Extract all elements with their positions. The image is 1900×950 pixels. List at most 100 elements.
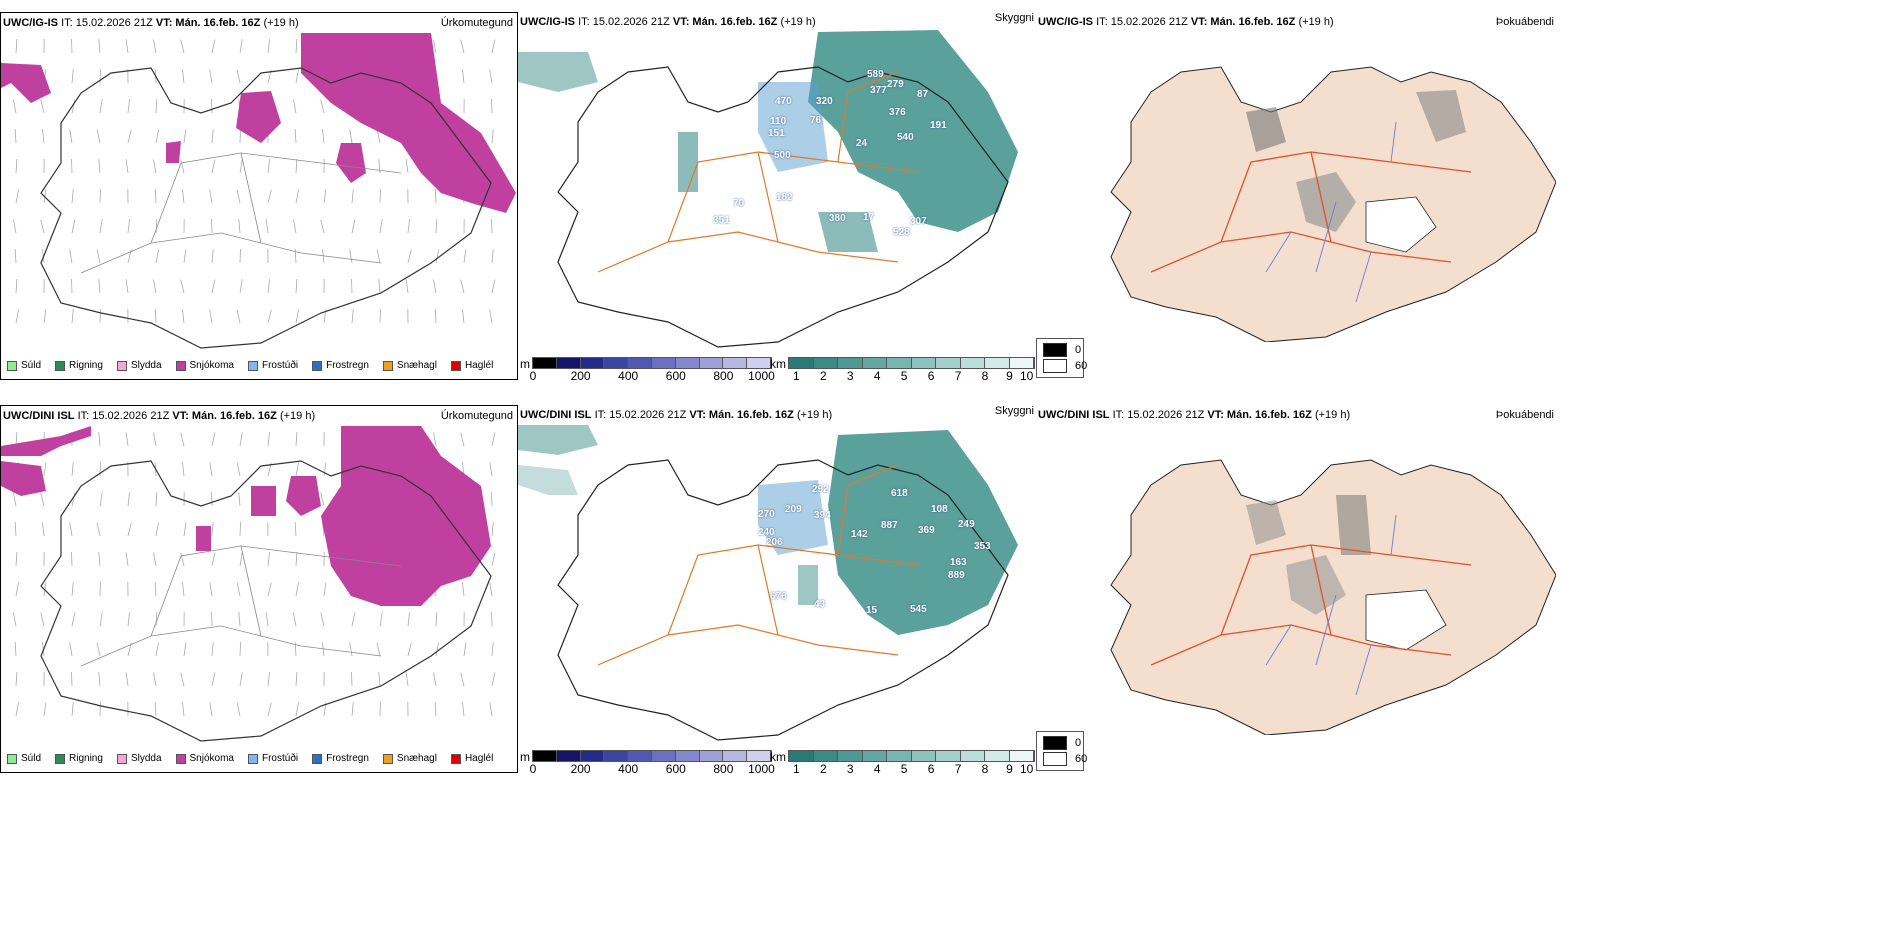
legend-swatch [116, 753, 127, 764]
wind-barb [15, 159, 18, 174]
wind-barb [13, 219, 17, 234]
wind-barb [153, 672, 157, 687]
height-tick: 800 [713, 369, 734, 380]
wind-barb [320, 492, 325, 507]
wind-barb [239, 159, 243, 174]
wind-barb [98, 39, 101, 54]
wind-barb [462, 702, 465, 717]
wind-barb [236, 189, 241, 204]
wind-barb [13, 492, 17, 507]
wind-barb [491, 612, 493, 627]
wind-barb [351, 219, 356, 234]
wind-barb [155, 642, 159, 657]
wind-barb [153, 432, 157, 447]
wind-barb [434, 189, 437, 204]
visibility-tick: 6 [927, 369, 935, 380]
height-colorbar-bar: 0 200 400 600 800 1000 [530, 750, 775, 773]
wind-barb [211, 672, 216, 687]
visibility-ticks: 1 2 3 4 5 6 7 8 9 10 [789, 369, 1034, 380]
wind-barb [267, 552, 270, 567]
wind-barb [127, 99, 130, 114]
legend-swatch [450, 753, 461, 764]
wind-barb [71, 159, 73, 174]
fog-legend-2: 0 60 [1036, 731, 1087, 771]
wind-barb [209, 189, 213, 204]
low-visibility-area [798, 565, 818, 605]
wind-barb [40, 99, 45, 114]
wind-barb [405, 159, 409, 174]
visibility-colorbar: km 1 2 3 4 5 6 7 8 9 10 [770, 750, 1035, 773]
wind-barb [294, 129, 297, 144]
model-name: UWC/IG-IS [520, 16, 575, 28]
low-visibility-area [518, 52, 598, 92]
wind-barb [491, 39, 496, 54]
height-label: 17 [863, 212, 875, 223]
legend-item: Snæhagl [382, 360, 437, 371]
wind-barb [13, 99, 17, 114]
wind-barb [239, 129, 241, 144]
wind-barb [15, 279, 18, 294]
wind-barb [153, 552, 157, 567]
wind-barb [209, 582, 213, 597]
wind-barb [14, 642, 17, 657]
visibility-panel-2: UWC/DINI ISL IT: 15.02.2026 21Z VT: Mán.… [518, 405, 1036, 773]
model-name: UWC/IG-IS [3, 17, 58, 29]
legend-item: Snæhagl [382, 753, 437, 764]
snow-area [1, 461, 46, 496]
wind-barb [71, 69, 74, 84]
visibility-colorbar-bar: 1 2 3 4 5 6 7 8 9 10 [788, 357, 1035, 380]
wind-barb [491, 642, 494, 657]
wind-barb [180, 432, 185, 447]
wind-barb [267, 309, 272, 324]
wind-barb [71, 612, 76, 627]
wind-barb [407, 642, 412, 657]
snow-area [301, 33, 516, 213]
height-tick: 1000 [748, 762, 775, 773]
wind-barb [378, 279, 381, 294]
legend-swatch [175, 360, 186, 371]
wind-barb [491, 249, 494, 264]
fog-area [1365, 196, 1437, 253]
height-ticks: 0 200 400 600 800 1000 [530, 369, 775, 380]
wind-barb [125, 432, 129, 447]
low-visibility-area [758, 480, 828, 555]
wind-barb [267, 672, 270, 687]
legend-swatch [55, 753, 66, 764]
wind-barb [96, 522, 101, 537]
precip-map [1, 426, 496, 742]
wind-barb [238, 612, 241, 627]
low-visibility-area [758, 82, 828, 172]
height-label: 15 [866, 605, 878, 616]
wind-barb [351, 309, 354, 324]
lead-time: (+19 h) [796, 409, 833, 421]
wind-barb [460, 39, 465, 54]
fog-legend-label: 0 [1075, 737, 1082, 749]
low-visibility-area [808, 30, 1018, 232]
height-label: 545 [910, 604, 927, 615]
height-colorbar-bar: 0 200 400 600 800 1000 [530, 357, 775, 380]
wind-barb [211, 612, 213, 627]
height-label: 307 [910, 216, 927, 227]
panel-title: UWC/DINI ISL IT: 15.02.2026 21Z VT: Mán.… [520, 409, 832, 421]
wind-barb [491, 99, 493, 114]
panel-type-label: Úrkomutegund [440, 17, 513, 29]
wind-barb [155, 612, 158, 627]
height-label: 191 [930, 120, 947, 131]
visibility-tick: 5 [900, 369, 908, 380]
wind-barb [69, 642, 73, 657]
low-visibility-area [678, 132, 698, 192]
wind-barb [295, 462, 299, 477]
panel-type-label: Skyggni [994, 12, 1034, 24]
wind-barb [489, 702, 493, 717]
wind-barb [349, 129, 353, 144]
wind-barb [154, 309, 157, 324]
wind-barb [295, 279, 298, 294]
wind-barb [98, 672, 101, 687]
visibility-unit: km [770, 750, 786, 764]
wind-barb [236, 462, 241, 477]
wind-barb [96, 642, 101, 657]
height-label: 351 [713, 215, 730, 226]
wind-barb [379, 309, 381, 324]
visibility-tick: 9 [1006, 762, 1013, 773]
height-tick: 1000 [748, 369, 775, 380]
